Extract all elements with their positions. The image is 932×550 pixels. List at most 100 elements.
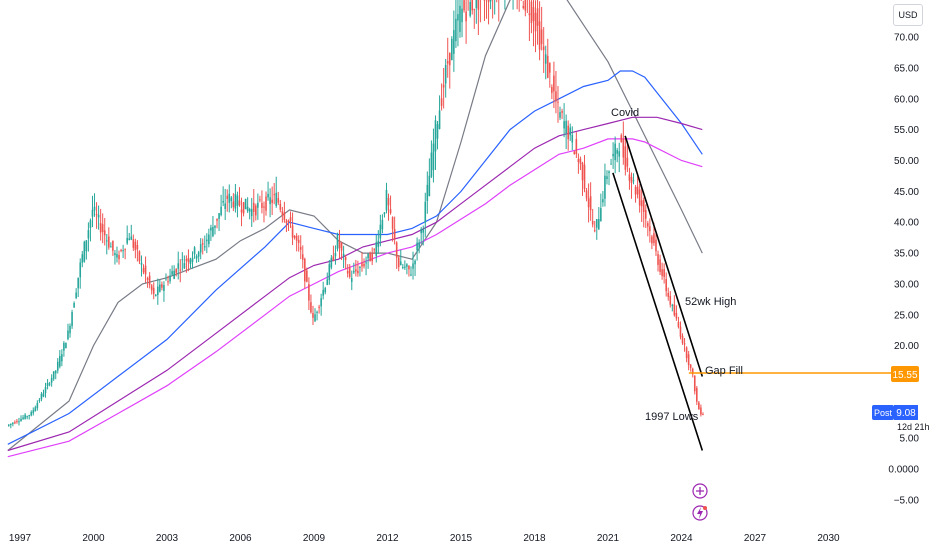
candle-body [657, 254, 659, 265]
candle-body [348, 267, 351, 277]
candle-body [551, 87, 553, 93]
candle-body [63, 342, 65, 351]
candle-body [383, 212, 386, 215]
candle-body [675, 313, 678, 319]
candle-body [444, 64, 447, 84]
candle-body [301, 254, 304, 260]
currency-button[interactable]: USD [893, 4, 923, 26]
time-tick-label: 2021 [597, 533, 620, 544]
post-tag: Post [874, 408, 893, 418]
candle-body [477, 0, 480, 10]
candle-body [671, 304, 674, 306]
candle-body [40, 393, 43, 400]
candle-body [314, 314, 316, 322]
time-axis[interactable]: 1997 2000 2003 2006 2009 2012 2015 2018 2021 2024… [9, 533, 840, 544]
candle-body [297, 239, 300, 243]
candle-body [214, 225, 216, 228]
candle-body [183, 263, 186, 269]
candle-body [634, 186, 637, 195]
trend-lines[interactable] [612, 135, 704, 451]
candle-body [261, 202, 263, 208]
candle-body [152, 287, 155, 294]
candle-body [483, 0, 486, 1]
candle-body [116, 254, 118, 258]
price-tick-label: 60.00 [894, 94, 919, 105]
candle-body [377, 240, 380, 247]
candle-body [455, 18, 457, 42]
candle-body [549, 63, 551, 73]
annotation-1997-lows[interactable]: 1997 Lows [645, 411, 699, 423]
candle-body [653, 233, 655, 244]
candle-body [418, 242, 420, 248]
plus-icon[interactable] [692, 483, 708, 499]
candle-body [320, 298, 322, 307]
trend-line[interactable] [624, 135, 704, 377]
candle-body [632, 180, 635, 182]
candle-body [167, 281, 169, 283]
candle-body [285, 220, 288, 224]
candle-body [250, 208, 253, 217]
candle-body [465, 11, 467, 22]
candle-body [644, 209, 647, 219]
candle-body [685, 347, 688, 359]
candle-body [340, 243, 343, 251]
candle-body [32, 410, 35, 414]
post-price-text: 9.08 [896, 408, 916, 419]
candle-body [306, 270, 308, 282]
countdown-text: 12d 21h [897, 422, 930, 432]
candle-body [197, 252, 200, 257]
candle-body [412, 263, 414, 269]
candle-body [406, 264, 408, 267]
annotation-gap-fill[interactable]: Gap Fill [705, 365, 743, 377]
candle-body [34, 407, 37, 412]
annotation-52wk-high[interactable]: 52wk High [685, 296, 736, 308]
candle-body [573, 151, 576, 155]
candle-body [689, 364, 692, 368]
candle-body [291, 225, 294, 238]
candle-body [226, 195, 229, 199]
candle-body [12, 423, 14, 425]
candle-body [663, 269, 665, 277]
candle-body [459, 5, 461, 32]
candle-body [591, 220, 594, 225]
candle-body [77, 277, 79, 289]
price-tick-label: 70.00 [894, 33, 919, 44]
candle-body [473, 8, 476, 10]
candle-body [691, 368, 694, 375]
candle-body [524, 0, 527, 11]
candle-body [230, 197, 233, 202]
candle-body [279, 203, 282, 210]
candle-body [150, 285, 153, 291]
price-tick-label: −5.00 [894, 495, 920, 506]
candle-body [381, 219, 384, 230]
time-tick-label: 2024 [670, 533, 693, 544]
price-axis[interactable]: 70.00 65.00 60.00 55.00 50.00 45.00 40.00 35.00… [888, 33, 919, 507]
candle-body [630, 176, 633, 183]
candle-body [624, 146, 627, 170]
gap-fill-price-label: 15.55 [891, 366, 919, 382]
candle-body [246, 206, 249, 212]
candle-body [171, 271, 173, 275]
candle-body [65, 343, 67, 349]
candle-body [267, 193, 269, 198]
candle-body [371, 253, 373, 262]
trend-line[interactable] [612, 172, 704, 451]
lightning-icon[interactable] [692, 505, 708, 521]
price-tick-label: 55.00 [894, 125, 919, 136]
candle-body [199, 244, 202, 253]
candle-body [28, 415, 30, 417]
candle-body [365, 262, 367, 264]
candle-body [338, 240, 341, 249]
candle-body [626, 157, 629, 167]
candle-body [122, 250, 124, 252]
candle-body [569, 127, 572, 136]
candle-body [222, 201, 224, 203]
annotation-covid[interactable]: Covid [611, 107, 639, 119]
candle-body [273, 194, 275, 196]
candle-body [614, 143, 616, 161]
candle-body [189, 259, 192, 264]
candle-body [146, 278, 149, 280]
candle-body [148, 275, 151, 285]
candle-body [322, 289, 324, 296]
